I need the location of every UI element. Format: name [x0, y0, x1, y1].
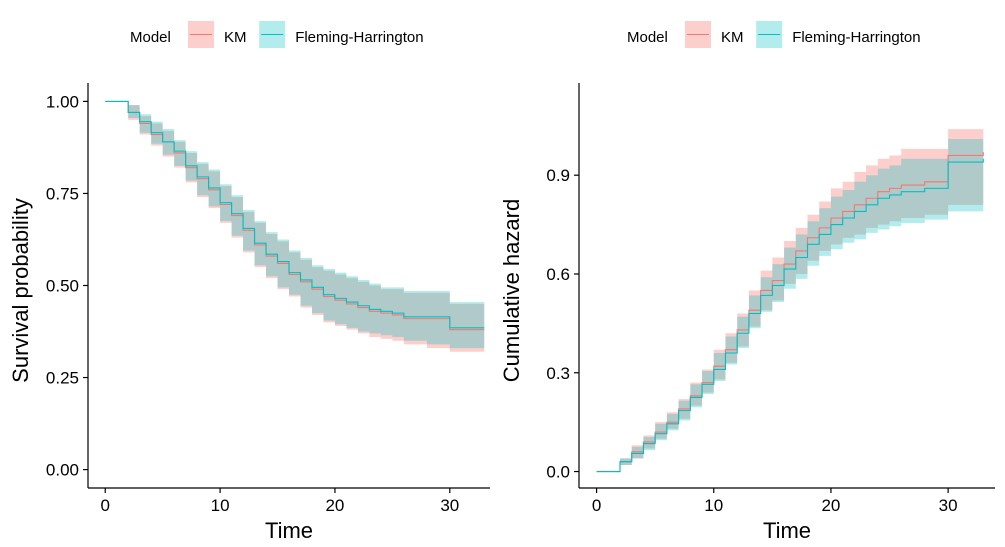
x-tick-label: 30 [939, 496, 958, 515]
legend-label: KM [224, 29, 247, 46]
x-tick-label: 0 [592, 496, 601, 515]
x-tick-label: 30 [440, 496, 459, 515]
y-tick-label: 0.0 [546, 463, 570, 482]
legend-title: Model [627, 29, 668, 46]
y-axis-label: Survival probability [8, 198, 33, 383]
legend-label: Fleming-Harrington [792, 29, 920, 46]
x-tick-label: 20 [325, 496, 344, 515]
series-line-1 [105, 100, 485, 329]
confidence-band-1 [105, 101, 485, 349]
legend: Model KM Fleming-Harrington [130, 21, 424, 48]
x-axis-label: Time [265, 518, 313, 543]
y-tick-label: 1.00 [46, 92, 79, 111]
x-tick-label: 10 [704, 496, 723, 515]
y-tick-label: 0.50 [46, 277, 79, 296]
y-tick-label: 0.6 [546, 265, 570, 284]
legend-item-1: Fleming-Harrington [756, 21, 921, 48]
y-tick-label: 0.00 [46, 461, 79, 480]
chart-panel-1: Model KM Fleming-Harrington 0 10 20 30 0.0 0.3 0.… [499, 21, 995, 543]
legend: Model KM Fleming-Harrington [627, 21, 921, 48]
y-tick-label: 0.9 [546, 166, 570, 185]
y-tick-label: 0.3 [546, 364, 570, 383]
confidence-band-0 [596, 99, 984, 472]
x-tick-label: 20 [821, 496, 840, 515]
y-axis-label: Cumulative hazard [499, 199, 524, 382]
chart-panel-0: Model KM Fleming-Harrington 0 10 20 30 0.00 0.25… [8, 21, 490, 543]
series-line-1 [596, 158, 984, 473]
confidence-band-1 [596, 109, 984, 472]
x-axis-label: Time [763, 518, 811, 543]
confidence-band-0 [105, 101, 485, 352]
legend-label: Fleming-Harrington [295, 29, 423, 46]
x-tick-label: 10 [211, 496, 230, 515]
legend-label: KM [721, 29, 744, 46]
legend-item-0: KM [188, 21, 247, 48]
y-tick-label: 0.75 [46, 184, 79, 203]
legend-item-1: Fleming-Harrington [259, 21, 424, 48]
y-tick-label: 0.25 [46, 369, 79, 388]
legend-title: Model [130, 29, 171, 46]
legend-item-0: KM [685, 21, 744, 48]
x-tick-label: 0 [100, 496, 109, 515]
